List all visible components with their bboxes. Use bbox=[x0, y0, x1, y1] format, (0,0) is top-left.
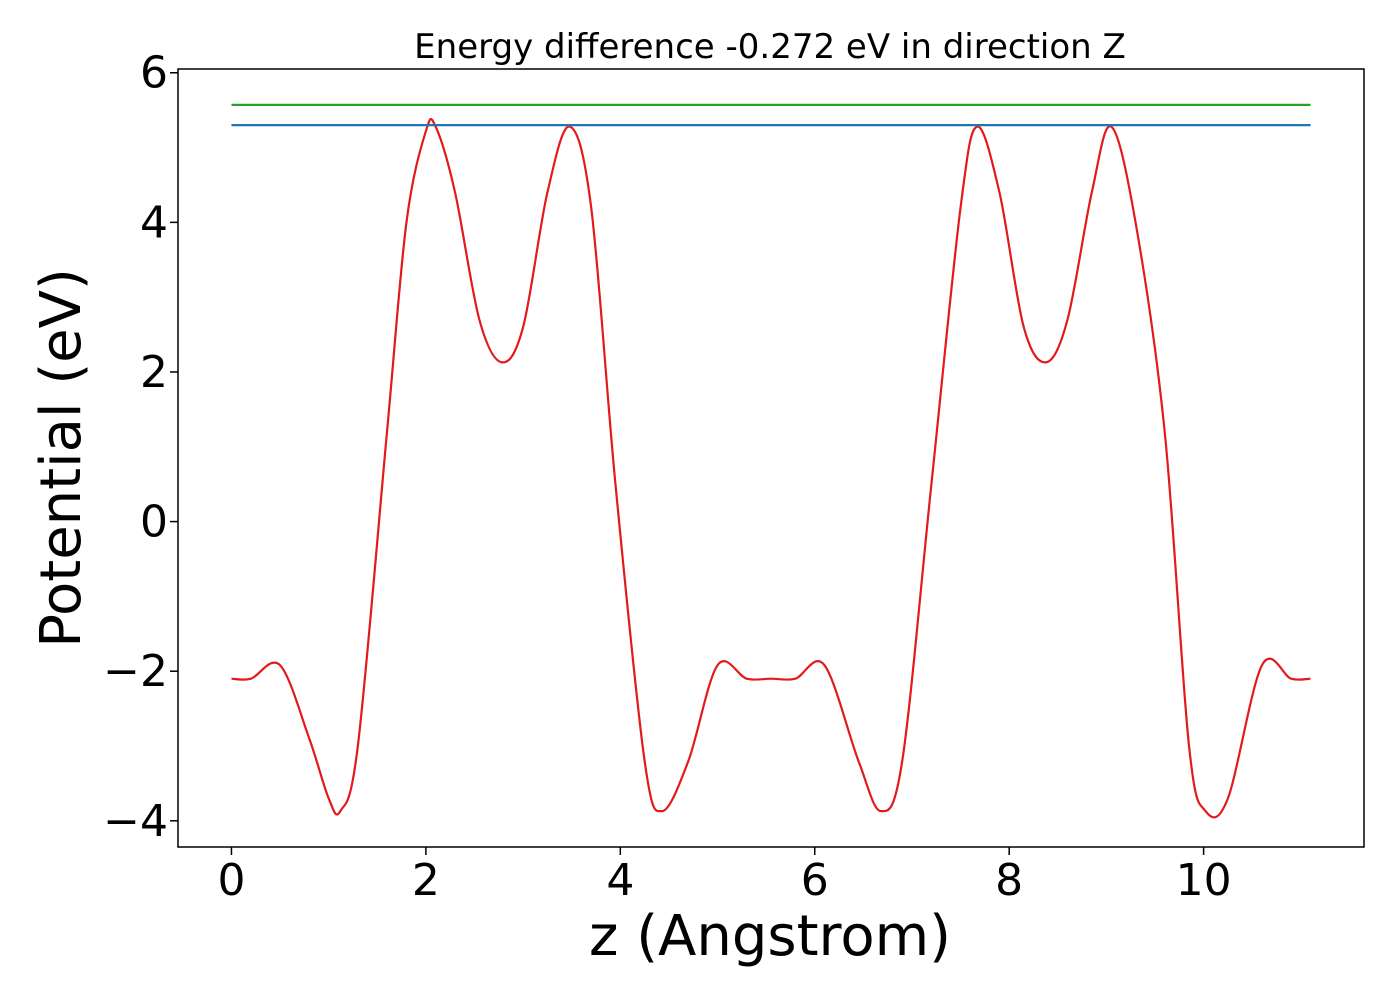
plot-area bbox=[178, 69, 1364, 847]
y-axis-label: Potential (eV) bbox=[29, 268, 94, 648]
series-layer bbox=[231, 103, 1311, 819]
plot-frame bbox=[177, 68, 1365, 848]
x-tick-label: 2 bbox=[412, 855, 440, 906]
x-tick-label: 10 bbox=[1176, 855, 1232, 906]
y-tick-label: 0 bbox=[140, 497, 168, 548]
y-tick-label: 2 bbox=[140, 347, 168, 398]
x-tick-label: 4 bbox=[606, 855, 634, 906]
y-tick-label: −2 bbox=[103, 646, 168, 697]
y-tick-label: −4 bbox=[103, 796, 168, 847]
x-tick-label: 6 bbox=[801, 855, 829, 906]
x-axis: 0 2 4 6 8 10 bbox=[217, 847, 1232, 906]
x-tick-label: 0 bbox=[217, 855, 245, 906]
y-tick-label: 6 bbox=[140, 48, 168, 99]
x-tick-label: 8 bbox=[995, 855, 1023, 906]
x-axis-label: z (Angstrom) bbox=[589, 904, 951, 969]
y-axis: −4 −2 0 2 4 6 bbox=[103, 48, 178, 847]
y-tick-label: 4 bbox=[140, 197, 168, 248]
chart-title: Energy difference -0.272 eV in direction… bbox=[414, 27, 1126, 67]
potential-line bbox=[231, 117, 1311, 819]
